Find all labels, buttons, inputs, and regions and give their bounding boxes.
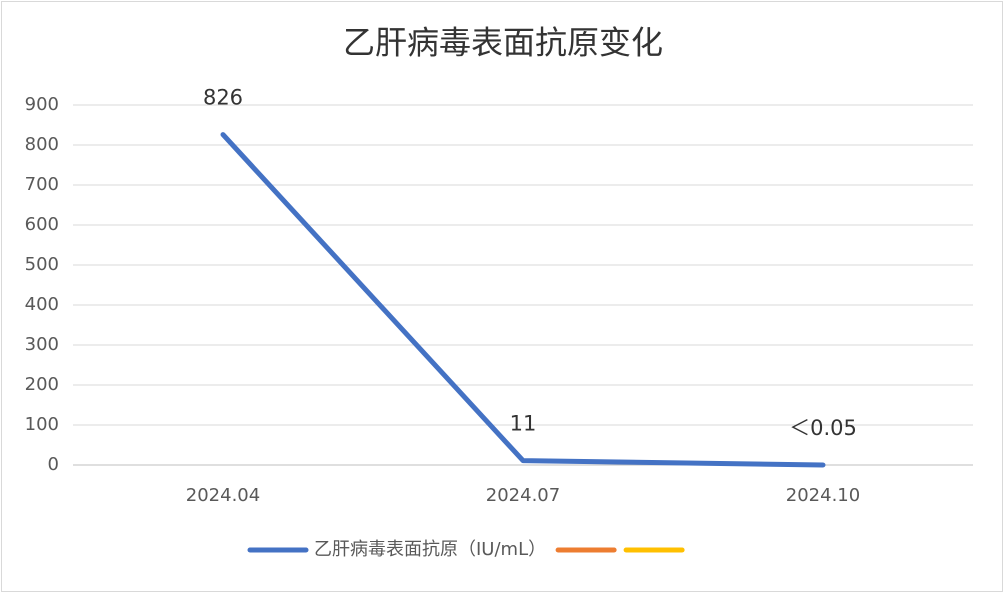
- y-tick-label: 500: [25, 254, 59, 275]
- data-label: 11: [510, 412, 537, 436]
- data-line: [220, 132, 826, 468]
- y-tick-label: 700: [25, 174, 59, 195]
- y-tick-label: 400: [25, 294, 59, 315]
- x-tick-label: 2024.04: [186, 485, 260, 506]
- y-tick-label: 200: [25, 374, 59, 395]
- data-label: 826: [203, 86, 243, 110]
- y-tick-label: 0: [48, 454, 59, 475]
- chart-title: 乙肝病毒表面抗原变化: [343, 24, 663, 62]
- x-tick-label: 2024.10: [786, 485, 860, 506]
- x-tick-label: 2024.07: [486, 485, 560, 506]
- y-tick-label: 800: [25, 134, 59, 155]
- legend-label: 乙肝病毒表面抗原（IU/mL）: [314, 539, 546, 560]
- y-tick-label: 100: [25, 414, 59, 435]
- y-tick-label: 600: [25, 214, 59, 235]
- y-tick-label: 900: [25, 94, 59, 115]
- y-tick-label: 300: [25, 334, 59, 355]
- data-label: ＜0.05: [789, 416, 857, 440]
